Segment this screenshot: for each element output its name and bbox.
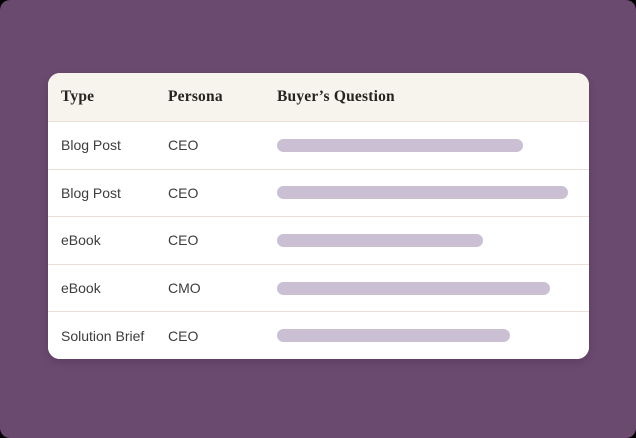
cell-buyers-question	[277, 233, 589, 247]
question-placeholder-bar	[277, 233, 483, 247]
table-row: eBook CEO	[48, 217, 589, 265]
question-placeholder-bar	[277, 138, 523, 152]
cell-persona: CMO	[168, 280, 201, 297]
content-table-card: Type Persona Buyer’s Question Blog Post C…	[48, 73, 589, 359]
cell-type: eBook	[61, 280, 101, 297]
cell-buyers-question	[277, 329, 589, 343]
cell-buyers-question	[277, 138, 589, 152]
cell-type: Blog Post	[61, 184, 121, 201]
cell-type: Solution Brief	[61, 327, 145, 344]
column-header-persona: Persona	[168, 88, 223, 105]
table-row: Solution Brief CEO	[48, 312, 589, 359]
column-header-type: Type	[61, 88, 95, 105]
cell-type: Blog Post	[61, 137, 121, 154]
column-header-buyers-question: Buyer’s Question	[277, 88, 395, 105]
cell-persona: CEO	[168, 232, 199, 249]
table-row: Blog Post CEO	[48, 169, 589, 218]
cell-persona: CEO	[168, 137, 199, 154]
cell-buyers-question	[277, 186, 589, 200]
question-placeholder-bar	[277, 281, 550, 295]
table-row: Blog Post CEO	[48, 122, 589, 170]
question-placeholder-bar	[277, 186, 568, 200]
table-body: Blog Post CEO Blog Post CEO eBook CEO eBook CMO…	[48, 122, 589, 359]
cell-type: eBook	[61, 232, 101, 249]
cell-buyers-question	[277, 281, 589, 295]
cell-persona: CEO	[168, 327, 199, 344]
table-header-row: Type Persona Buyer’s Question	[48, 73, 589, 122]
cell-persona: CEO	[168, 184, 199, 201]
question-placeholder-bar	[277, 329, 510, 343]
table-row: eBook CMO	[48, 264, 589, 313]
